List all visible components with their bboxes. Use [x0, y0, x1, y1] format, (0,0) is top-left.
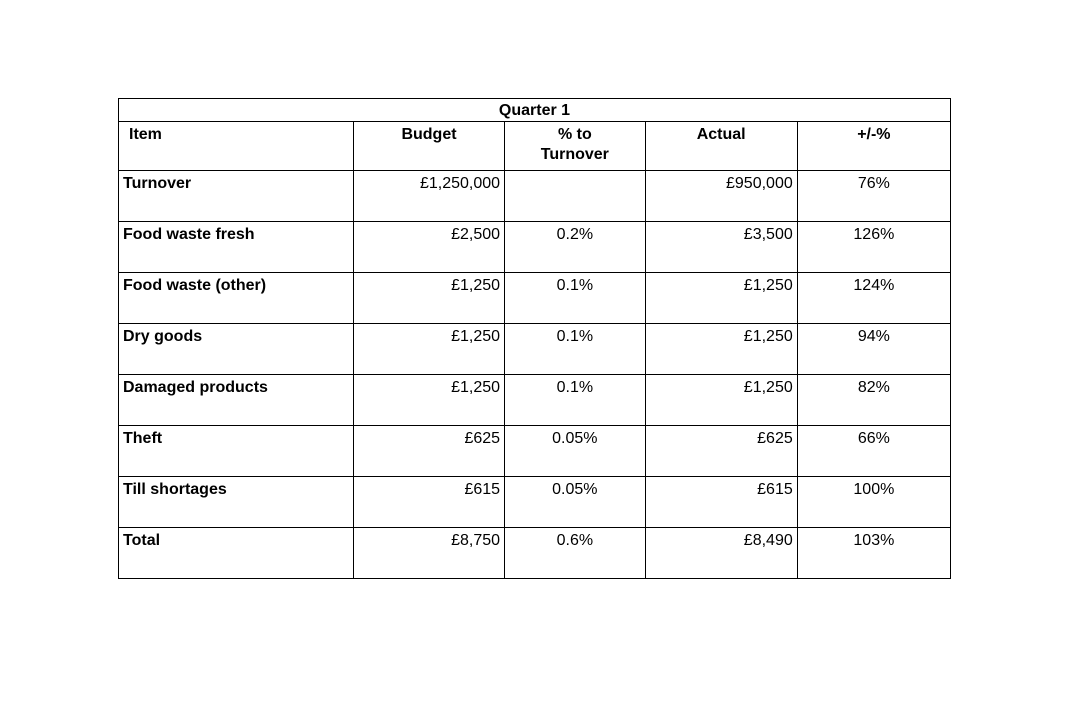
- budget-cell: £8,750: [352, 527, 506, 579]
- column-header-item: Item: [118, 121, 354, 171]
- plus-minus-pct-cell: 66%: [796, 425, 952, 477]
- table-title-row: Quarter 1: [118, 98, 951, 122]
- plus-minus-pct-cell: 124%: [796, 272, 952, 324]
- plus-minus-pct-cell: 94%: [796, 323, 952, 375]
- pct-to-turnover-cell: 0.1%: [504, 323, 646, 375]
- table-row: Till shortages £615 0.05% £615 100%: [118, 476, 952, 528]
- pct-to-turnover-cell: 0.05%: [504, 476, 646, 528]
- actual-cell: £950,000: [644, 170, 798, 222]
- actual-cell: £8,490: [644, 527, 798, 579]
- table-row: Turnover £1,250,000 £950,000 76%: [118, 170, 952, 222]
- item-cell: Damaged products: [118, 374, 354, 426]
- actual-cell: £1,250: [644, 323, 798, 375]
- actual-cell: £1,250: [644, 374, 798, 426]
- pct-to-turnover-cell: 0.1%: [504, 272, 646, 324]
- budget-cell: £1,250: [352, 374, 506, 426]
- plus-minus-pct-cell: 126%: [796, 221, 952, 273]
- item-cell: Dry goods: [118, 323, 354, 375]
- item-cell: Till shortages: [118, 476, 354, 528]
- item-cell: Food waste (other): [118, 272, 354, 324]
- column-header-plus-minus-pct: +/-%: [796, 121, 952, 171]
- table-row: Food waste fresh £2,500 0.2% £3,500 126%: [118, 221, 952, 273]
- table-header-row: Item Budget % to Turnover Actual +/-%: [118, 121, 952, 171]
- table-row: Dry goods £1,250 0.1% £1,250 94%: [118, 323, 952, 375]
- item-cell: Food waste fresh: [118, 221, 354, 273]
- table-row: Theft £625 0.05% £625 66%: [118, 425, 952, 477]
- actual-cell: £3,500: [644, 221, 798, 273]
- column-header-pct-to-turnover: % to Turnover: [504, 121, 646, 171]
- actual-cell: £1,250: [644, 272, 798, 324]
- pct-to-turnover-cell: 0.2%: [504, 221, 646, 273]
- pct-to-turnover-cell: 0.6%: [504, 527, 646, 579]
- plus-minus-pct-cell: 76%: [796, 170, 952, 222]
- budget-cell: £1,250: [352, 272, 506, 324]
- budget-cell: £2,500: [352, 221, 506, 273]
- item-cell: Total: [118, 527, 354, 579]
- table-title: Quarter 1: [118, 98, 951, 122]
- column-header-budget: Budget: [352, 121, 506, 171]
- budget-cell: £1,250,000: [352, 170, 506, 222]
- item-cell: Theft: [118, 425, 354, 477]
- plus-minus-pct-cell: 82%: [796, 374, 952, 426]
- plus-minus-pct-cell: 103%: [796, 527, 952, 579]
- quarter-report-table: Quarter 1 Item Budget % to Turnover Actu…: [118, 98, 952, 579]
- actual-cell: £615: [644, 476, 798, 528]
- budget-cell: £615: [352, 476, 506, 528]
- plus-minus-pct-cell: 100%: [796, 476, 952, 528]
- table-row: Damaged products £1,250 0.1% £1,250 82%: [118, 374, 952, 426]
- budget-cell: £625: [352, 425, 506, 477]
- table-row: Food waste (other) £1,250 0.1% £1,250 12…: [118, 272, 952, 324]
- budget-cell: £1,250: [352, 323, 506, 375]
- table-row: Total £8,750 0.6% £8,490 103%: [118, 527, 952, 579]
- pct-to-turnover-cell: 0.1%: [504, 374, 646, 426]
- pct-to-turnover-cell: 0.05%: [504, 425, 646, 477]
- column-header-actual: Actual: [644, 121, 798, 171]
- pct-to-turnover-cell: [504, 170, 646, 222]
- actual-cell: £625: [644, 425, 798, 477]
- item-cell: Turnover: [118, 170, 354, 222]
